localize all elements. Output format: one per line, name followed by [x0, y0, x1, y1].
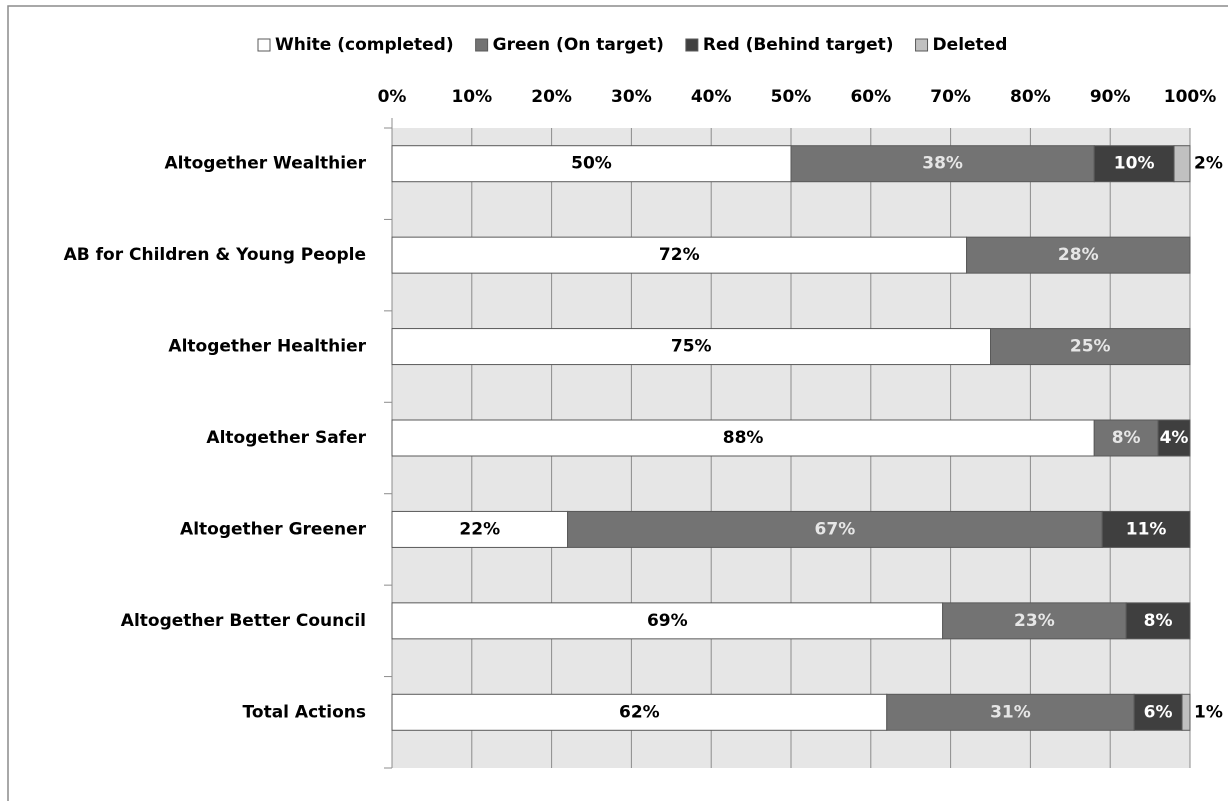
bar-segment	[391, 236, 968, 274]
bar-segment	[391, 510, 569, 548]
bar-segment	[1093, 145, 1175, 183]
x-tick-label: 20%	[531, 87, 572, 107]
legend-label: Green (On target)	[493, 35, 664, 55]
bar-segment	[942, 602, 1127, 640]
data-label: 10%	[1114, 154, 1155, 174]
data-label: 67%	[815, 519, 856, 539]
data-label: 11%	[1126, 519, 1167, 539]
data-label: 25%	[1070, 337, 1111, 357]
bar-segment	[1133, 693, 1183, 731]
x-tick-label: 80%	[1010, 87, 1051, 107]
bar-segment	[391, 693, 888, 731]
x-tick-label: 40%	[691, 87, 732, 107]
x-tick-label: 90%	[1090, 87, 1131, 107]
bar-segment	[1093, 419, 1159, 457]
category-label: Altogether Greener	[180, 519, 367, 539]
data-label: 8%	[1144, 611, 1173, 631]
category-label: Altogether Safer	[206, 428, 366, 448]
x-tick-label: 60%	[850, 87, 891, 107]
bar-segment	[1157, 419, 1191, 457]
bar-segment	[391, 419, 1095, 457]
data-label: 50%	[571, 154, 612, 174]
data-label: 69%	[647, 611, 688, 631]
x-tick-label: 50%	[771, 87, 812, 107]
data-label: 4%	[1160, 428, 1189, 448]
legend-label: Deleted	[933, 35, 1008, 55]
bar-segment	[966, 236, 1191, 274]
bar-segment	[790, 145, 1095, 183]
bar-segment	[1173, 145, 1191, 183]
category-label: Altogether Wealthier	[165, 154, 367, 174]
legend-swatch	[475, 38, 489, 52]
legend-label: White (completed)	[275, 35, 454, 55]
bar-segment	[391, 328, 991, 366]
data-label: 8%	[1112, 428, 1141, 448]
category-label: Altogether Healthier	[168, 337, 366, 357]
data-label: 38%	[922, 154, 963, 174]
chart-border	[7, 5, 1228, 805]
x-tick-label: 70%	[930, 87, 971, 107]
legend-swatch	[915, 38, 929, 52]
legend-swatch	[257, 38, 271, 52]
bar-segment	[990, 328, 1191, 366]
legend-label: Red (Behind target)	[703, 35, 894, 55]
x-tick-label: 0%	[378, 87, 407, 107]
data-label: 31%	[990, 702, 1031, 722]
data-label: 2%	[1194, 154, 1223, 174]
data-label: 62%	[619, 702, 660, 722]
bar-segment	[1181, 693, 1191, 731]
data-label: 28%	[1058, 245, 1099, 265]
data-label: 72%	[659, 245, 700, 265]
x-tick-label: 100%	[1164, 87, 1217, 107]
bar-segment	[886, 693, 1135, 731]
data-label: 22%	[459, 519, 500, 539]
category-label: Altogether Better Council	[121, 611, 366, 631]
x-tick-label: 10%	[451, 87, 492, 107]
data-label: 6%	[1144, 702, 1173, 722]
legend-swatch	[685, 38, 699, 52]
bar-segment	[391, 145, 792, 183]
data-label: 75%	[671, 337, 712, 357]
data-label: 1%	[1194, 702, 1223, 722]
data-label: 88%	[723, 428, 764, 448]
x-tick-label: 30%	[611, 87, 652, 107]
category-label: Total Actions	[243, 702, 366, 722]
data-label: 23%	[1014, 611, 1055, 631]
bar-segment	[567, 510, 1103, 548]
bar-segment	[1101, 510, 1191, 548]
bar-segment	[1125, 602, 1191, 640]
category-label: AB for Children & Young People	[64, 245, 366, 265]
